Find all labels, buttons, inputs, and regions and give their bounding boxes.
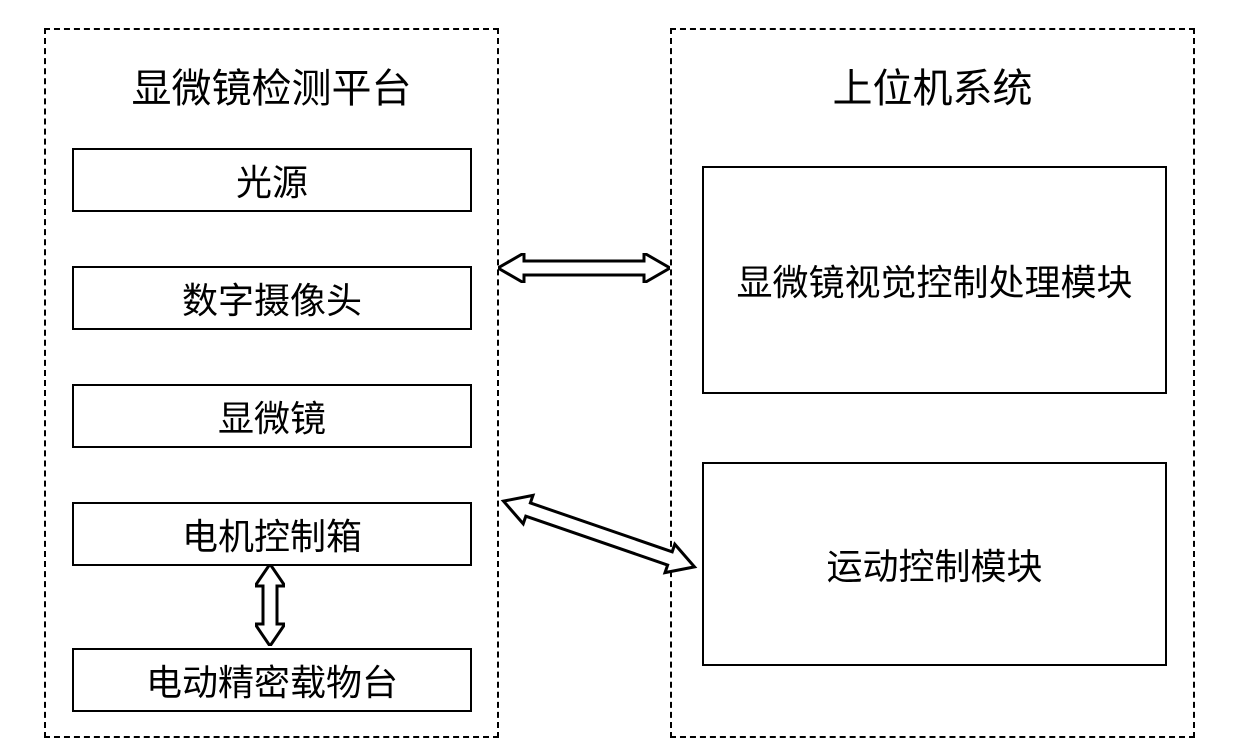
left-panel-title: 显微镜检测平台	[46, 56, 497, 114]
vision-control-module-label: 显微镜视觉控制处理模块	[736, 254, 1132, 306]
motion-control-module-label: 运动控制模块	[826, 538, 1042, 590]
digital-camera-box: 数字摄像头	[72, 266, 472, 330]
camera-vision-arrow	[498, 253, 670, 283]
light-source-label: 光源	[236, 154, 308, 206]
light-source-box: 光源	[72, 148, 472, 212]
motion-control-module-box: 运动控制模块	[702, 462, 1167, 666]
motorized-stage-box: 电动精密载物台	[72, 648, 472, 712]
motor-control-label: 电机控制箱	[182, 508, 362, 560]
microscope-box: 显微镜	[72, 384, 472, 448]
digital-camera-label: 数字摄像头	[182, 272, 362, 324]
microscope-label: 显微镜	[218, 390, 326, 442]
vision-control-module-box: 显微镜视觉控制处理模块	[702, 166, 1167, 394]
left-panel: 显微镜检测平台 光源 数字摄像头 显微镜 电机控制箱 电动精密载物台	[44, 28, 499, 738]
motor-control-box: 电机控制箱	[72, 502, 472, 566]
motorized-stage-label: 电动精密载物台	[146, 654, 398, 706]
right-panel: 上位机系统 显微镜视觉控制处理模块 运动控制模块	[670, 28, 1195, 738]
right-panel-title: 上位机系统	[672, 56, 1193, 114]
